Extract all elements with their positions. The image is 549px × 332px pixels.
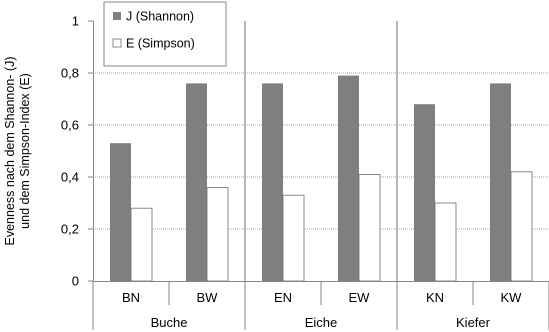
x-category-label: BW (197, 290, 219, 305)
y-axis-title: Evenness nach dem Shannon- (J) (3, 57, 17, 246)
y-tick-label: 1 (72, 14, 79, 29)
bar-shannon-ew (338, 75, 359, 281)
x-group-label: Buche (151, 315, 188, 330)
x-category-label: KN (426, 290, 444, 305)
bar-shannon-en (262, 83, 283, 282)
legend-label: J (Shannon) (126, 10, 194, 24)
bar-simpson-bw (206, 186, 229, 282)
bar-simpson-kw (510, 171, 533, 282)
y-axis-title: und dem Simpson-Index (E) (18, 73, 32, 229)
labels: 0 0,2 0,4 0,6 0,8 1 BN BW EN EW KN KW Buche Eiche Kief… (3, 14, 522, 331)
axes (88, 20, 549, 330)
x-category-label: EN (274, 290, 292, 305)
legend-box (103, 1, 227, 67)
gridlines (93, 72, 549, 230)
bar-simpson-bn (130, 207, 153, 282)
group-separators (244, 21, 398, 281)
bar-shannon-kn (414, 104, 435, 281)
y-tick-label: 0,2 (61, 222, 79, 237)
bars (110, 75, 533, 282)
x-group-label: Eiche (305, 315, 338, 330)
bar-simpson-en (282, 194, 305, 282)
bar-shannon-bw (186, 83, 207, 282)
legend-swatch (112, 38, 122, 48)
bar-simpson-kn (434, 202, 457, 282)
x-group-label: Kiefer (456, 315, 491, 330)
bar-shannon-bn (110, 143, 131, 281)
y-tick-label: 0,4 (61, 170, 79, 185)
legend-swatch (113, 12, 121, 20)
bar-shannon-kw (490, 83, 511, 282)
legend: J (Shannon) E (Simpson) (103, 1, 227, 67)
legend-label: E (Simpson) (126, 37, 195, 51)
bar-simpson-ew (358, 173, 381, 282)
y-tick-label: 0,8 (61, 66, 79, 81)
y-tick-label: 0,6 (61, 118, 79, 133)
x-category-label: BN (122, 290, 140, 305)
x-category-label: KW (501, 290, 523, 305)
y-tick-label: 0 (72, 274, 79, 289)
x-category-label: EW (349, 290, 371, 305)
